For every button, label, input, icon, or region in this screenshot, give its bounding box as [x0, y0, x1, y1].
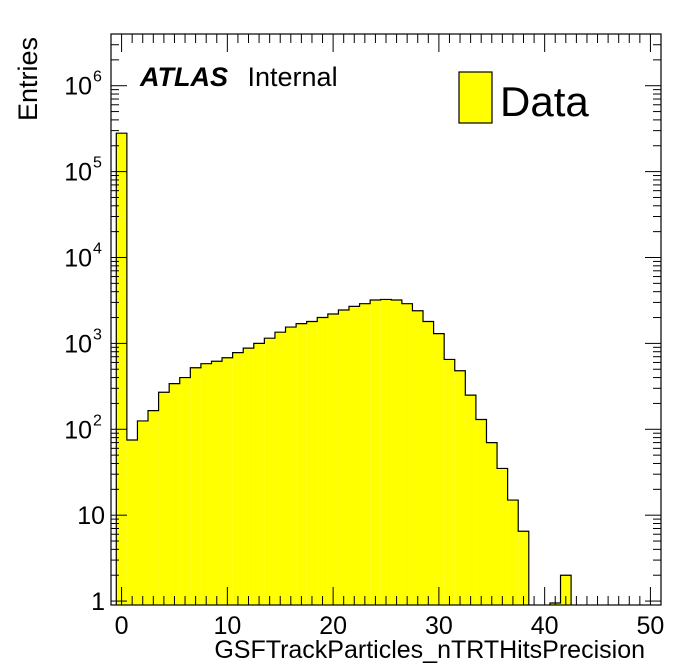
histogram-bin — [507, 500, 519, 605]
histogram-bin — [348, 306, 360, 605]
histogram-bin — [338, 309, 349, 605]
histogram-bin — [486, 442, 498, 605]
histogram-bin — [465, 395, 476, 605]
histogram-bin — [306, 321, 318, 605]
histogram-bin — [126, 440, 138, 605]
histogram-bin — [380, 299, 392, 605]
y-tick-label: 10 — [64, 244, 92, 272]
histogram-bin — [116, 133, 127, 605]
x-tick-label: 40 — [531, 612, 559, 640]
histogram-bin — [253, 343, 265, 605]
histogram-bin — [222, 357, 233, 605]
atlas-label: ATLAS Internal — [139, 62, 338, 92]
histogram-bin — [137, 420, 149, 605]
legend-label-data: Data — [500, 78, 589, 125]
histogram-bin — [401, 303, 413, 605]
histogram-bars — [115, 132, 572, 605]
y-tick-label: 10 — [64, 159, 92, 187]
histogram-bin — [391, 300, 402, 605]
histogram-bin — [158, 392, 170, 605]
histogram-bin — [190, 367, 201, 605]
histogram-bin — [444, 359, 455, 605]
y-tick-label-exponent: 6 — [93, 69, 102, 86]
histogram-bin — [169, 383, 180, 605]
histogram-bin — [327, 313, 339, 605]
histogram-bin — [518, 531, 529, 605]
y-tick-label: 10 — [64, 330, 92, 358]
atlas-label-bold: ATLAS — [139, 62, 228, 92]
histogram-bin — [243, 348, 254, 605]
histogram-outline — [115, 132, 572, 605]
y-tick-label: 1 — [91, 588, 105, 616]
x-tick-label: 0 — [115, 612, 129, 640]
x-tick-label: 50 — [637, 612, 665, 640]
y-tick-label-exponent: 4 — [93, 240, 102, 257]
histogram-bin — [423, 321, 434, 605]
x-tick-label: 20 — [319, 612, 347, 640]
y-tick-label-exponent: 3 — [93, 326, 102, 343]
legend: Data — [458, 71, 589, 125]
histogram-bin — [412, 310, 424, 605]
histogram-bin — [285, 327, 297, 605]
atlas-label-internal: Internal — [248, 62, 338, 92]
histogram-bin — [179, 377, 191, 605]
histogram-bin — [370, 300, 381, 605]
x-tick-label: 10 — [213, 612, 241, 640]
histogram-bin — [274, 332, 286, 605]
y-tick-label: 10 — [77, 502, 105, 530]
x-axis-label: GSFTrackParticles_nTRTHitsPrecision — [214, 636, 645, 664]
histogram-bin — [200, 363, 212, 605]
histogram-bin — [475, 419, 487, 605]
histogram-bin — [232, 352, 244, 605]
legend-swatch-data — [458, 71, 493, 124]
histogram-bin — [433, 333, 445, 605]
histogram-bin — [296, 323, 307, 605]
x-tick-label: 30 — [425, 612, 453, 640]
y-axis-label: Entries — [13, 37, 43, 121]
histogram-bin — [359, 303, 371, 605]
histogram-bin — [211, 361, 223, 605]
histogram-bin — [264, 338, 275, 605]
histogram-bin — [560, 575, 572, 605]
y-tick-label-exponent: 5 — [93, 155, 102, 172]
histogram-bin — [497, 468, 508, 605]
histogram-bin — [454, 370, 466, 605]
y-tick-label: 10 — [64, 73, 92, 101]
y-tick-label-exponent: 2 — [93, 412, 102, 429]
histogram-bin — [317, 317, 328, 605]
y-tick-label: 10 — [64, 416, 92, 444]
histogram-bin — [148, 410, 159, 605]
